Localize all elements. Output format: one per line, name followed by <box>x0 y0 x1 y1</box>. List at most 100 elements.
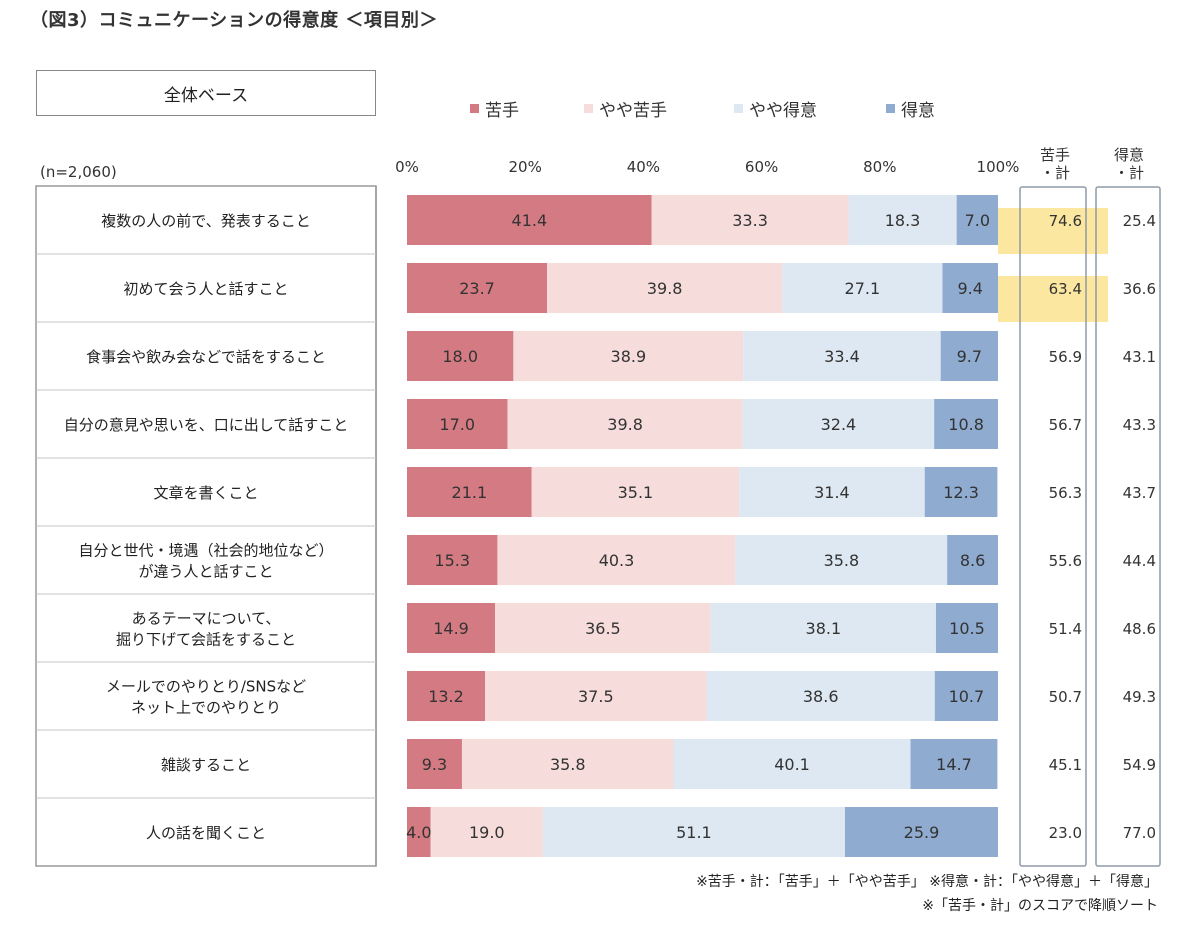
bar-value-label: 31.4 <box>814 483 850 502</box>
footnote-1: ※苦手・計：「苦手」＋「やや苦手」 ※得意・計：「やや得意」＋「得意」 <box>696 874 1158 890</box>
strong-total-value: 49.3 <box>1123 688 1156 706</box>
bar-segment <box>743 331 941 381</box>
bar-value-label: 38.9 <box>611 347 647 366</box>
bar-value-label: 40.3 <box>599 551 635 570</box>
category-label: ネット上でのやりとり <box>131 699 281 717</box>
bar-segment <box>547 263 783 313</box>
bar-value-label: 4.0 <box>406 823 431 842</box>
bar-segment <box>513 331 744 381</box>
strong-total-column-box <box>1095 186 1161 867</box>
weak-total-value: 56.7 <box>1049 416 1082 434</box>
weak-total-value: 45.1 <box>1049 756 1082 774</box>
category-label: が違う人と話すこと <box>138 563 273 581</box>
strong-total-value: 43.1 <box>1123 348 1156 366</box>
weak-total-column-box <box>1019 186 1087 867</box>
bar-value-label: 39.8 <box>607 415 643 434</box>
category-label: 雑談すること <box>161 756 251 774</box>
x-tick-label: 40% <box>627 158 660 176</box>
weak-total-value: 51.4 <box>1049 620 1082 638</box>
bar-value-label: 10.8 <box>948 415 984 434</box>
bar-segment <box>844 807 998 857</box>
bar-value-label: 35.1 <box>618 483 654 502</box>
bar-value-label: 33.4 <box>824 347 860 366</box>
footnote-2: ※「苦手・計」のスコアで降順ソート <box>922 898 1158 914</box>
sample-size-label: (n=2,060) <box>40 163 117 181</box>
bar-segment <box>430 807 543 857</box>
category-label: 文章を書くこと <box>153 484 258 502</box>
legend-label-strong: 得意 <box>901 101 935 121</box>
bar-segment <box>934 399 998 449</box>
bar-value-label: 36.5 <box>585 619 621 638</box>
bar-value-label: 8.6 <box>960 551 985 570</box>
bar-segment <box>407 263 548 313</box>
weak-total-header: 苦手 ・計 <box>1039 146 1070 182</box>
bar-value-label: 21.1 <box>452 483 488 502</box>
strong-total-header: 得意 ・計 <box>1113 146 1144 182</box>
bar-value-label: 7.0 <box>965 211 990 230</box>
weak-total-value: 56.3 <box>1049 484 1082 502</box>
bar-segment <box>407 535 498 585</box>
category-label: メールでのやりとり/SNSなど <box>106 678 306 696</box>
category-label: 食事会や飲み会などで話をすること <box>86 348 326 366</box>
x-tick-label: 0% <box>395 158 419 176</box>
bar-value-label: 10.5 <box>949 619 985 638</box>
legend-label-somewhat-weak: やや苦手 <box>599 101 667 121</box>
bar-value-label: 38.1 <box>806 619 842 638</box>
bar-value-label: 14.9 <box>433 619 469 638</box>
bar-segment <box>507 399 743 449</box>
bar-value-label: 18.3 <box>885 211 921 230</box>
bar-value-label: 10.7 <box>949 687 985 706</box>
strong-total-value: 48.6 <box>1123 620 1156 638</box>
bar-segment <box>735 535 948 585</box>
bar-value-label: 19.0 <box>469 823 505 842</box>
bar-segment <box>739 467 925 517</box>
bar-value-label: 51.1 <box>676 823 712 842</box>
legend-label-somewhat-strong: やや得意 <box>749 101 817 121</box>
bar-segment <box>407 603 496 653</box>
bar-segment <box>942 263 998 313</box>
bar-segment <box>461 739 674 789</box>
bar-segment <box>935 603 998 653</box>
base-label: 全体ベース <box>163 85 249 106</box>
weak-total-highlight <box>998 208 1108 254</box>
bar-value-label: 27.1 <box>845 279 881 298</box>
bar-value-label: 41.4 <box>512 211 548 230</box>
bar-segment <box>542 807 845 857</box>
bar-value-label: 25.9 <box>904 823 940 842</box>
weak-total-value: 56.9 <box>1049 348 1082 366</box>
bar-segment <box>407 467 532 517</box>
bar-segment <box>673 739 911 789</box>
bar-segment <box>531 467 740 517</box>
category-label: 複数の人の前で、発表すること <box>101 212 310 230</box>
bar-value-label: 35.8 <box>550 755 586 774</box>
bar-segment <box>848 195 957 245</box>
bar-value-label: 23.7 <box>459 279 495 298</box>
strong-total-value: 43.3 <box>1123 416 1156 434</box>
figure-title: （図3）コミュニケーションの得意度 ＜項目別＞ <box>30 10 438 31</box>
weak-total-value: 50.7 <box>1049 688 1082 706</box>
bar-segment <box>495 603 711 653</box>
bar-segment <box>934 671 998 721</box>
bar-segment <box>706 671 935 721</box>
category-label: 自分と世代・境遇（社会的地位など） <box>78 542 333 560</box>
bar-value-label: 9.4 <box>957 279 982 298</box>
bar-segment <box>407 399 508 449</box>
bar-value-label: 13.2 <box>428 687 464 706</box>
base-label-box: 全体ベース <box>36 70 376 116</box>
legend-item-somewhat-strong: やや得意 <box>734 96 817 121</box>
bar-value-label: 38.6 <box>803 687 839 706</box>
bar-segment <box>710 603 936 653</box>
x-tick-label: 100% <box>977 158 1020 176</box>
bar-value-label: 40.1 <box>774 755 810 774</box>
legend-item-strong: 得意 <box>886 96 935 121</box>
bar-value-label: 12.3 <box>943 483 979 502</box>
bar-segment <box>782 263 943 313</box>
legend-swatch-somewhat-weak <box>584 104 593 113</box>
x-tick-label: 80% <box>863 158 896 176</box>
bar-value-label: 33.3 <box>732 211 768 230</box>
bar-value-label: 17.0 <box>439 415 475 434</box>
legend-item-somewhat-weak: やや苦手 <box>584 96 667 121</box>
weak-total-value: 63.4 <box>1049 280 1082 298</box>
bar-value-label: 35.8 <box>824 551 860 570</box>
x-tick-label: 60% <box>745 158 778 176</box>
